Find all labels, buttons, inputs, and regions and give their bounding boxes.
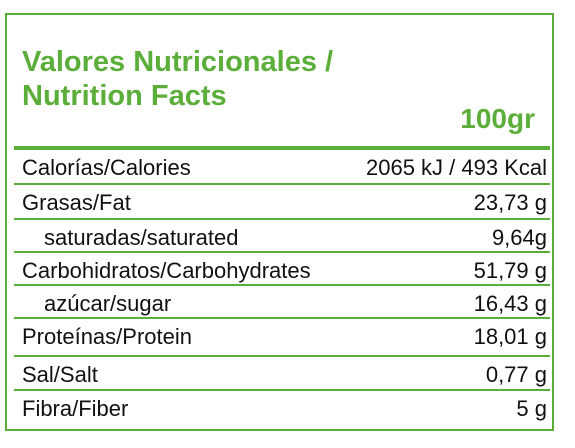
title: Valores Nutricionales / (22, 46, 334, 78)
nutrient-value: 0,77 g (485, 362, 547, 387)
nutrient-value: 18,01 g (473, 324, 547, 349)
nutrient-value: 5 g (516, 396, 547, 421)
panel-border (5, 13, 554, 431)
nutrient-value: 51,79 g (473, 258, 547, 283)
nutrient-label: Proteínas/Protein (22, 324, 192, 349)
separator (14, 389, 550, 391)
nutrient-value: 2065 kJ / 493 Kcal (365, 155, 547, 180)
table-row: Proteínas/Protein 18,01 g (16, 319, 549, 353)
serving-size: 100gr (460, 103, 535, 134)
separator (14, 355, 550, 357)
nutrient-label: Calorías/Calories (22, 155, 191, 180)
nutrient-value: 9,64g (491, 225, 547, 250)
table-row: Carbohidratos/Carbohydrates 51,79 g (16, 253, 549, 287)
separator (14, 251, 550, 253)
separator (14, 183, 550, 185)
nutrient-label: Fibra/Fiber (22, 396, 129, 421)
separator (14, 218, 550, 220)
table-row: Fibra/Fiber 5 g (16, 391, 549, 425)
nutrient-value: 23,73 g (473, 190, 547, 215)
table-row: azúcar/sugar 16,43 g (16, 286, 549, 320)
table-row: Sal/Salt 0,77 g (16, 357, 549, 391)
separator (14, 146, 550, 150)
separator (14, 284, 550, 286)
table-row: Grasas/Fat 23,73 g (16, 185, 549, 219)
nutrient-value: 16,43 g (473, 291, 547, 316)
nutrient-label: Grasas/Fat (22, 190, 131, 215)
title: Nutrition Facts (22, 80, 227, 112)
nutrient-label: Sal/Salt (22, 362, 98, 387)
nutrient-label: Carbohidratos/Carbohydrates (22, 258, 311, 283)
nutrient-label: azúcar/sugar (44, 291, 172, 316)
table-row: saturadas/saturated 9,64g (16, 220, 549, 254)
separator (14, 317, 550, 319)
table-row: Calorías/Calories 2065 kJ / 493 Kcal (16, 150, 549, 184)
nutrient-label: saturadas/saturated (44, 225, 239, 250)
